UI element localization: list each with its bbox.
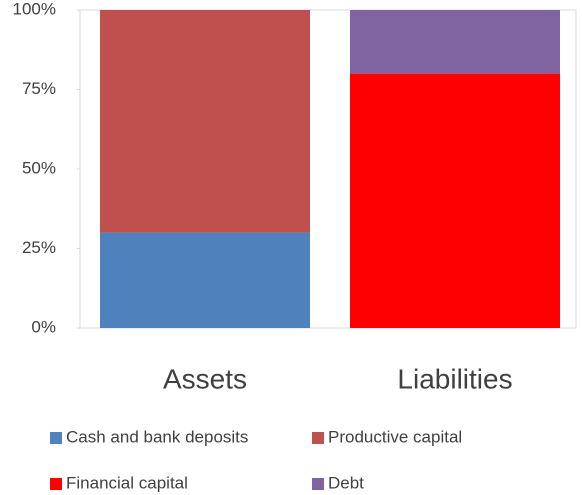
y-tick-label: 100% bbox=[13, 0, 56, 18]
x-tick-label: Assets bbox=[163, 363, 247, 394]
legend-label: Debt bbox=[328, 473, 364, 492]
legend-swatch bbox=[50, 432, 62, 444]
bar-segment bbox=[350, 73, 560, 328]
x-tick-label: Liabilities bbox=[397, 363, 512, 394]
legend-swatch bbox=[312, 432, 324, 444]
bar-segment bbox=[350, 10, 560, 74]
legend-label: Productive capital bbox=[328, 427, 462, 446]
bar-segment bbox=[100, 232, 310, 328]
legend-label: Financial capital bbox=[66, 473, 188, 492]
legend-label: Cash and bank deposits bbox=[66, 427, 248, 446]
y-tick-label: 75% bbox=[22, 79, 56, 98]
legend-swatch bbox=[50, 478, 62, 490]
legend-swatch bbox=[312, 478, 324, 490]
y-tick-label: 50% bbox=[22, 158, 56, 177]
bar-segment bbox=[100, 10, 310, 233]
y-tick-label: 0% bbox=[31, 317, 56, 336]
y-tick-label: 25% bbox=[22, 238, 56, 257]
